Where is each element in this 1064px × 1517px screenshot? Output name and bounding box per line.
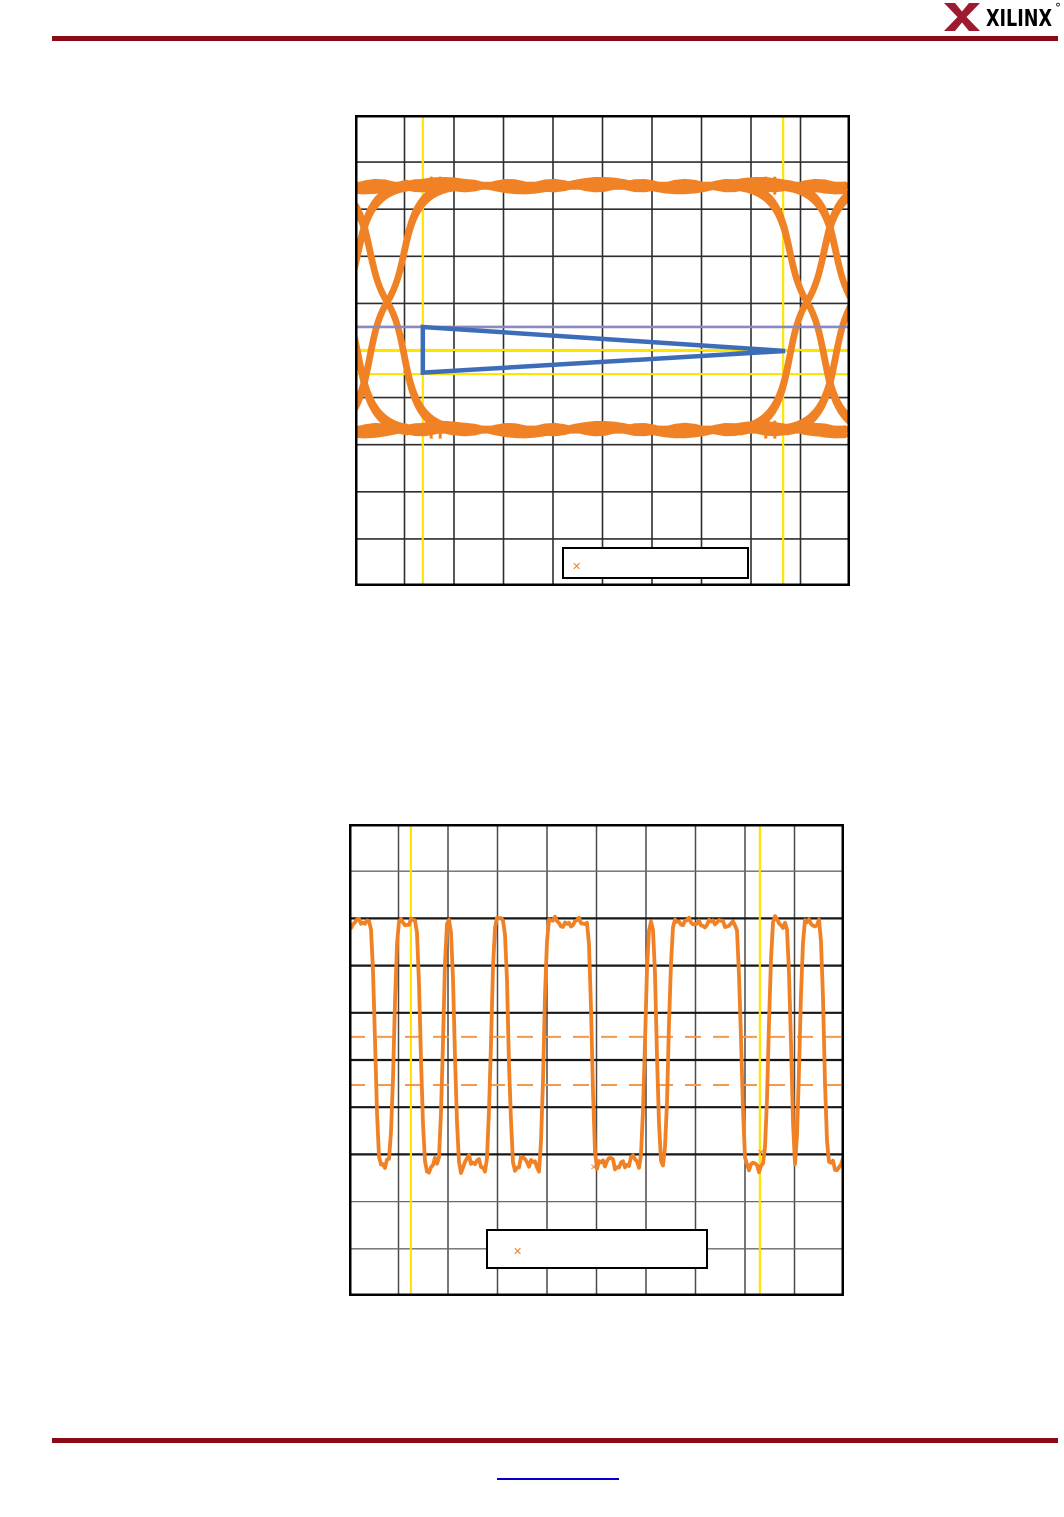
legend-box <box>486 1229 708 1269</box>
eye-rise-trace <box>355 184 411 279</box>
footer-link[interactable] <box>497 1462 619 1480</box>
eye-rail-trace <box>355 176 848 195</box>
trace-marker: ✕ <box>757 1149 765 1159</box>
plot-border <box>349 824 844 1296</box>
legend-marker: ✕ <box>513 1245 522 1258</box>
figure-eye-diagram: ✕ <box>355 115 850 586</box>
eye-rise-trace <box>783 300 850 431</box>
registered-mark-icon: ° <box>1055 1 1061 15</box>
plot-border <box>355 115 850 586</box>
xilinx-logo: XILINX ° <box>942 1 1064 35</box>
mask-triangle <box>420 324 786 376</box>
waveform-plot: ✕ ✕ ✕ <box>349 824 844 1296</box>
eye-fall-trace <box>783 179 850 304</box>
eye-rise-trace <box>737 193 850 436</box>
xilinx-x-icon <box>944 3 980 31</box>
eye-rise-trace <box>783 300 850 436</box>
header-rule <box>52 36 1058 41</box>
legend-box <box>562 547 749 579</box>
trace-marker: ✕ <box>590 1163 598 1173</box>
logo-text: XILINX <box>986 6 1052 32</box>
figure-waveform: ✕ ✕ ✕ <box>349 824 844 1296</box>
legend-marker: ✕ <box>572 560 581 573</box>
eye-fall-trace <box>783 184 850 304</box>
eye-fall-trace <box>355 326 411 436</box>
eye-diagram-plot: ✕ <box>355 115 850 586</box>
footer-rule <box>52 1438 1058 1443</box>
eye-rail-trace <box>355 422 848 437</box>
waveform-trace <box>349 914 844 1175</box>
